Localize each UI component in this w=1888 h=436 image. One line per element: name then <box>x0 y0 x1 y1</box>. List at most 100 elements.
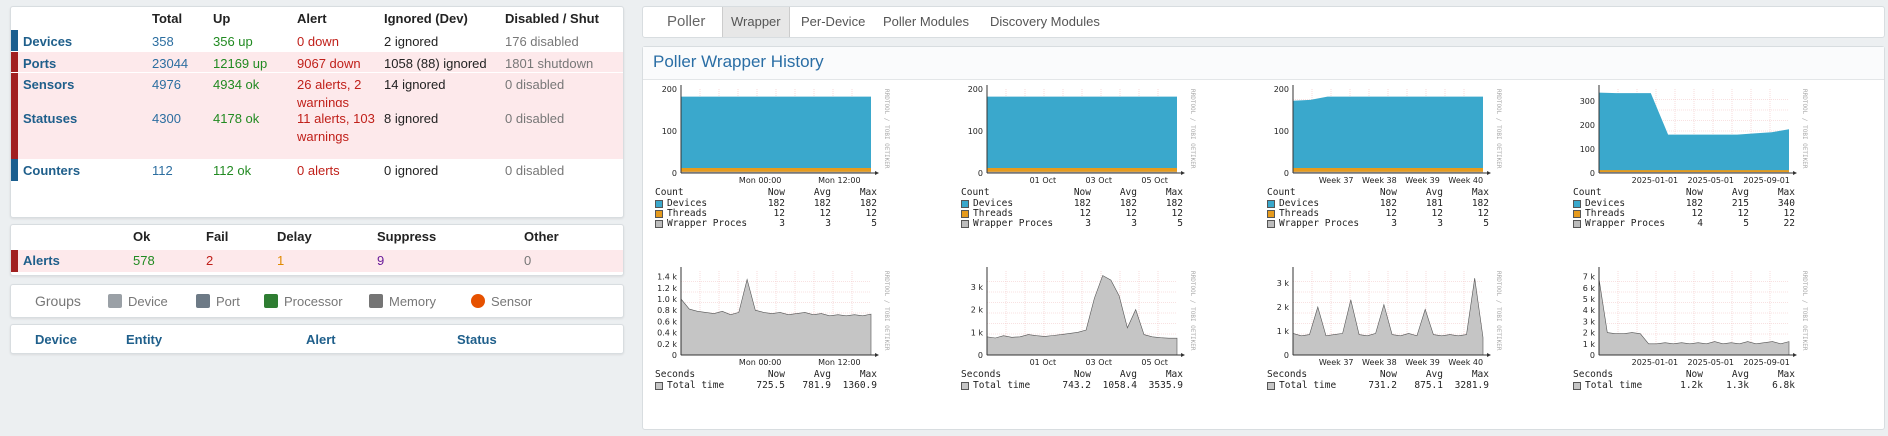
y-tick-label: 100 <box>968 127 983 136</box>
graph-legend: Count Now Avg Max Devices 182 182 182 Threads 12 1… <box>655 187 885 237</box>
legend-col-max: Max <box>859 369 877 380</box>
overview-up[interactable]: 356 up <box>213 34 253 49</box>
legend-swatch <box>1573 200 1581 208</box>
overview-up[interactable]: 12169 up <box>213 56 268 71</box>
overview-row-ports[interactable]: Ports 23044 12169 up 9067 down 1058 (88) ign… <box>11 52 623 72</box>
overview-disabled[interactable]: 0 disabled <box>505 77 565 92</box>
overview-label[interactable]: Ports <box>23 56 57 71</box>
overview-disabled[interactable]: 0 disabled <box>505 111 565 126</box>
legend-value-avg: 875.1 <box>1414 380 1443 391</box>
x-tick-label: 2025-05-01 <box>1688 176 1735 185</box>
processor-icon <box>264 294 278 308</box>
status-col-device: Device <box>35 332 77 347</box>
alerts-row[interactable]: Alerts 578 2 1 9 0 <box>11 250 623 272</box>
legend-swatch <box>1267 210 1275 218</box>
overview-up[interactable]: 4934 ok <box>213 77 260 92</box>
y-tick-label: 6 k <box>1583 284 1596 293</box>
overview-label[interactable]: Sensors <box>23 77 75 92</box>
tab-wrapper[interactable]: Wrapper <box>722 7 790 37</box>
poller-graph[interactable]: 0 1 k 2 k 3 k Week 37 Week 38 Week 39 Week 40 RR… <box>1263 265 1553 415</box>
x-tick-label: 05 Oct <box>1141 358 1168 367</box>
legend-col-now: Now <box>767 187 785 198</box>
x-tick-label: 01 Oct <box>1030 176 1057 185</box>
rrdtool-watermark: RRDTOOL / TOBI OETIKER <box>1189 89 1196 169</box>
overview-ignored[interactable]: 8 ignored <box>384 111 439 126</box>
overview-total[interactable]: 358 <box>152 34 174 49</box>
poller-graph[interactable]: 0 1 k 2 k 3 k 01 Oct 03 Oct 05 Oct RRDTOOL / TO… <box>957 265 1247 415</box>
y-tick-label: 3 k <box>971 283 984 292</box>
overview-alert[interactable]: 26 alerts, 2 warnings <box>297 77 362 110</box>
group-processor[interactable]: Processor <box>264 285 343 317</box>
overview-alert[interactable]: 9067 down <box>297 56 361 71</box>
overview-row-devices[interactable]: Devices 358 356 up 0 down 2 ignored 176 disab… <box>11 30 623 51</box>
memory-icon <box>369 294 383 308</box>
overview-disabled[interactable]: 176 disabled <box>505 34 579 49</box>
legend-value-max: 182 <box>859 198 877 209</box>
legend-col-now: Now <box>1379 187 1397 198</box>
group-port[interactable]: Port <box>196 285 240 317</box>
overview-row-statuses[interactable]: Statuses 4300 4178 ok 11 alerts, 103 warnin… <box>11 107 623 159</box>
overview-ignored[interactable]: 1058 (88) ignored <box>384 56 487 71</box>
poller-graph[interactable]: 0 100 200 Mon 00:00 Mon 12:00 RRDTOOL / TOBI … <box>651 83 941 233</box>
group-device[interactable]: Device <box>108 285 168 317</box>
legend-value-now: 182 <box>1379 198 1397 209</box>
overview-label[interactable]: Devices <box>23 34 73 49</box>
group-sensor[interactable]: Sensor <box>471 285 532 317</box>
tab-poller[interactable]: Poller <box>667 13 706 30</box>
overview-disabled[interactable]: 1801 shutdown <box>505 56 594 71</box>
legend-col-max: Max <box>859 187 877 198</box>
legend-col-now: Now <box>1073 369 1091 380</box>
overview-ignored[interactable]: 0 ignored <box>384 163 439 178</box>
alerts-row-label[interactable]: Alerts <box>23 253 60 268</box>
poller-graph[interactable]: 0 100 200 300 2025-01-01 2025-05-01 2025-09-01… <box>1569 83 1859 233</box>
overview-alert[interactable]: 0 alerts <box>297 163 340 178</box>
overview-label[interactable]: Statuses <box>23 111 78 126</box>
overview-alert[interactable]: 0 down <box>297 34 339 49</box>
poller-graph[interactable]: 0 100 200 01 Oct 03 Oct 05 Oct RRDTOOL / TOBI … <box>957 83 1247 233</box>
tab-poller-modules[interactable]: Poller Modules <box>883 14 969 29</box>
legend-value-avg: 12 <box>1125 208 1137 219</box>
legend-value-now: 3 <box>779 218 785 229</box>
status-table: Device Entity Alert Status <box>10 324 624 354</box>
legend-value-now: 725.5 <box>756 380 785 391</box>
legend-series-name: Wrapper Proces <box>1585 218 1666 229</box>
poller-graph[interactable]: 0 1 k 2 k 3 k 4 k 5 k 6 k 7 k 2025-01-01 2025-05-… <box>1569 265 1859 415</box>
graph-svg: 0 0.2 k 0.4 k 0.6 k 0.8 k 1.0 k 1.2 k 1.4 k Mon … <box>657 267 890 367</box>
legend-col-now: Now <box>1685 369 1703 380</box>
legend-value-max: 12 <box>1477 208 1489 219</box>
y-tick-label: 2 k <box>1583 329 1596 338</box>
y-tick-label: 3 k <box>1583 317 1596 326</box>
legend-swatch <box>961 210 969 218</box>
overview-total[interactable]: 4976 <box>152 77 181 92</box>
overview-up[interactable]: 4178 ok <box>213 111 260 126</box>
overview-total[interactable]: 112 <box>152 163 173 178</box>
overview-disabled[interactable]: 0 disabled <box>505 163 565 178</box>
poller-graph[interactable]: 0 100 200 Week 37 Week 38 Week 39 Week 40 RRDTO… <box>1263 83 1553 233</box>
legend-value-now: 182 <box>1073 198 1091 209</box>
overview-label[interactable]: Counters <box>23 163 81 178</box>
overview-up[interactable]: 112 ok <box>213 163 252 178</box>
port-icon <box>196 294 210 308</box>
y-tick-label: 0.8 k <box>657 306 677 315</box>
overview-total[interactable]: 23044 <box>152 56 189 71</box>
overview-total[interactable]: 4300 <box>152 111 181 126</box>
overview-row-counters[interactable]: Counters 112 112 ok 0 alerts 0 ignored 0 disa… <box>11 159 623 181</box>
y-tick-label: 0 <box>672 351 677 360</box>
x-tick-label: 01 Oct <box>1030 358 1057 367</box>
overview-ignored[interactable]: 2 ignored <box>384 34 439 49</box>
tab-discovery-modules[interactable]: Discovery Modules <box>990 14 1100 29</box>
series-area-total-time <box>1598 278 1790 356</box>
y-tick-label: 100 <box>662 127 677 136</box>
legend-col-now: Now <box>1685 187 1703 198</box>
poller-graph[interactable]: 0 0.2 k 0.4 k 0.6 k 0.8 k 1.0 k 1.2 k 1.4 k Mon … <box>651 265 941 415</box>
x-tick-label: 2025-05-01 <box>1688 358 1735 367</box>
alerts-panel: Ok Fail Delay Suppress Other Alerts 578 … <box>10 224 624 276</box>
overview-panel: Total Up Alert Ignored (Dev) Disabled / … <box>10 6 624 218</box>
overview-ignored[interactable]: 14 ignored <box>384 77 446 92</box>
tab-per-device[interactable]: Per-Device <box>801 14 866 29</box>
y-tick-label: 0 <box>978 351 983 360</box>
group-memory[interactable]: Memory <box>369 285 436 317</box>
overview-row-sensors[interactable]: Sensors 4976 4934 ok 26 alerts, 2 warnings 1… <box>11 73 623 110</box>
row-status-bar <box>11 30 18 51</box>
overview-alert[interactable]: 11 alerts, 103 warnings <box>297 111 375 144</box>
